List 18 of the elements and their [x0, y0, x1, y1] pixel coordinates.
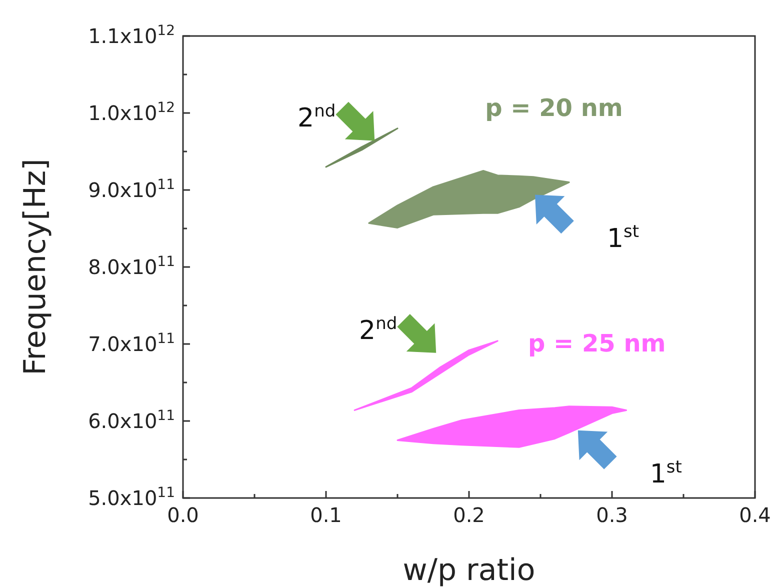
annotation: 1$^{st}$ [650, 457, 682, 490]
y-tick-label: 7.0x10$^{11}$ [88, 331, 175, 356]
annotation: 2$^{nd}$ [359, 314, 398, 346]
y-tick-label: 1.0x10$^{12}$ [88, 100, 175, 125]
x-tick-label: 0.3 [596, 503, 628, 527]
x-tick-label: 0.2 [453, 503, 485, 527]
y-tick-label: 8.0x10$^{11}$ [88, 254, 175, 279]
y-axis-title: Frequency[Hz] [18, 158, 53, 376]
x-tick-label: 0.1 [310, 503, 342, 527]
x-tick-label: 0.4 [739, 503, 771, 527]
annotation: 2$^{nd}$ [298, 102, 336, 134]
y-tick-label: 9.0x10$^{11}$ [88, 177, 175, 202]
text: p = 20 nm [485, 94, 623, 122]
text: p = 25 nm [528, 329, 666, 358]
x-axis-title: w/p ratio [402, 553, 536, 588]
annotation: 1$^{st}$ [606, 222, 640, 254]
y-tick-label: 6.0x10$^{11}$ [88, 408, 175, 433]
y-tick-label: 1.1x10$^{12}$ [88, 23, 175, 48]
